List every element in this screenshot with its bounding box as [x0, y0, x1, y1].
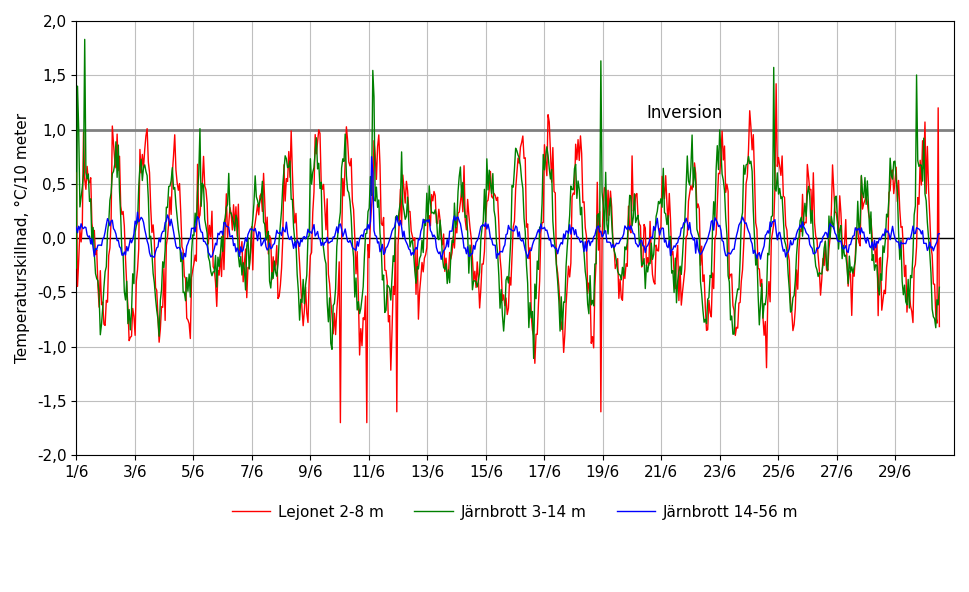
Järnbrott 14-56 m: [175, 247, 187, 254]
Lejonet 2-8 m: [770, 81, 782, 88]
Y-axis label: Temperaturskillnad, °C/10 meter: Temperaturskillnad, °C/10 meter: [15, 113, 30, 363]
Järnbrott 14-56 m: [641, 243, 652, 250]
Lejonet 2-8 m: [640, 224, 651, 231]
Line: Järnbrott 14-56 m: Järnbrott 14-56 m: [77, 157, 939, 259]
Järnbrott 3-14 m: [264, 278, 275, 285]
Järnbrott 3-14 m: [71, 265, 82, 272]
Line: Järnbrott 3-14 m: Järnbrott 3-14 m: [77, 40, 939, 358]
Järnbrott 14-56 m: [615, 235, 627, 242]
Text: Inversion: Inversion: [647, 104, 723, 122]
Järnbrott 14-56 m: [933, 230, 945, 237]
Legend: Lejonet 2-8 m, Järnbrott 3-14 m, Järnbrott 14-56 m: Lejonet 2-8 m, Järnbrott 3-14 m, Järnbro…: [226, 498, 804, 526]
Järnbrott 3-14 m: [309, 148, 321, 155]
Lejonet 2-8 m: [614, 276, 626, 283]
Lejonet 2-8 m: [263, 250, 274, 258]
Line: Lejonet 2-8 m: Lejonet 2-8 m: [77, 84, 939, 423]
Lejonet 2-8 m: [175, 209, 187, 216]
Lejonet 2-8 m: [933, 323, 945, 330]
Järnbrott 3-14 m: [615, 276, 627, 284]
Järnbrott 3-14 m: [176, 249, 188, 256]
Järnbrott 3-14 m: [933, 284, 945, 291]
Järnbrott 14-56 m: [309, 233, 321, 240]
Järnbrott 3-14 m: [528, 355, 540, 362]
Järnbrott 14-56 m: [365, 153, 377, 160]
Lejonet 2-8 m: [71, 169, 82, 176]
Lejonet 2-8 m: [334, 419, 346, 426]
Järnbrott 14-56 m: [71, 224, 82, 231]
Lejonet 2-8 m: [308, 188, 320, 195]
Järnbrott 3-14 m: [87, 224, 99, 231]
Järnbrott 14-56 m: [86, 235, 98, 242]
Järnbrott 14-56 m: [177, 256, 189, 263]
Järnbrott 14-56 m: [264, 240, 275, 247]
Lejonet 2-8 m: [86, 220, 98, 227]
Järnbrott 3-14 m: [641, 262, 652, 269]
Järnbrott 3-14 m: [78, 36, 90, 43]
